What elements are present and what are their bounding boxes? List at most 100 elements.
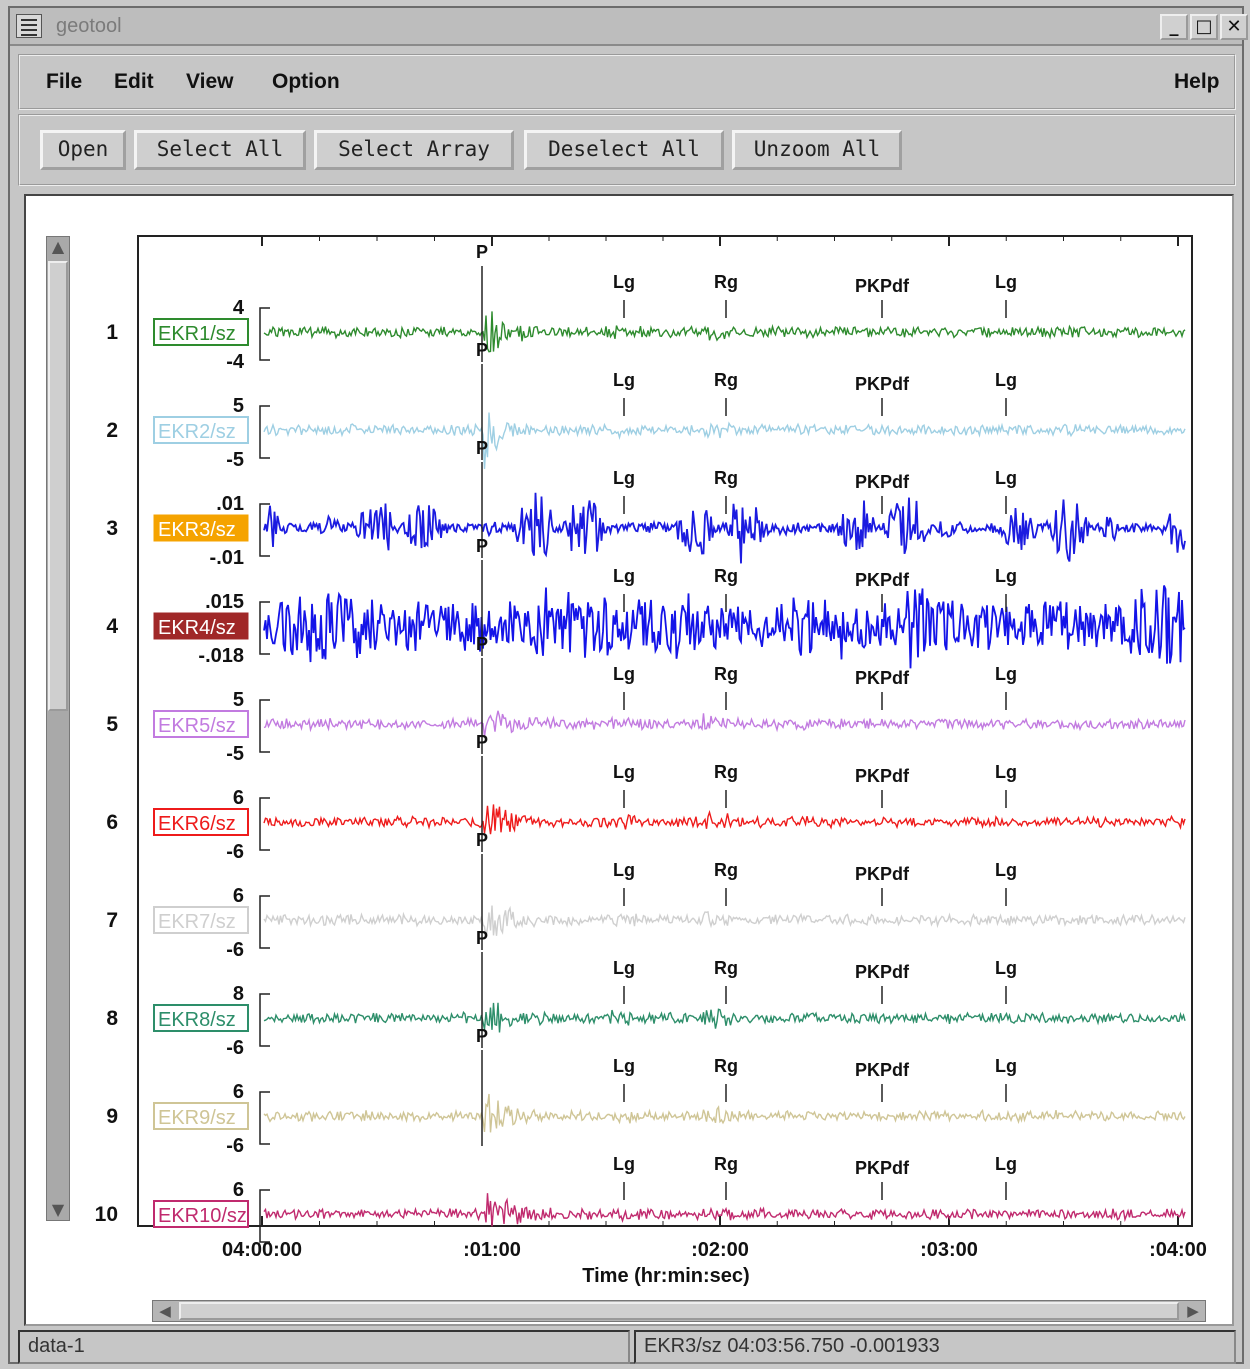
phase-label: Lg bbox=[995, 272, 1017, 292]
minimize-icon[interactable]: _ bbox=[1160, 14, 1188, 40]
trace-index: 4 bbox=[106, 615, 118, 638]
phase-label: Lg bbox=[613, 468, 635, 488]
phase-label: Rg bbox=[714, 566, 738, 586]
scale-top-label: .01 bbox=[216, 493, 244, 515]
menu-help[interactable]: Help bbox=[1174, 70, 1220, 93]
station-label: EKR4/sz bbox=[153, 612, 249, 640]
station-label: EKR5/sz bbox=[153, 710, 249, 738]
scale-bottom-label: -4 bbox=[226, 351, 245, 373]
trace-index: 3 bbox=[106, 517, 118, 540]
status-right: EKR3/sz 04:03:56.750 -0.001933 bbox=[634, 1330, 1236, 1364]
phase-label: Lg bbox=[613, 860, 635, 880]
station-label-box bbox=[153, 416, 249, 444]
unzoom-all-button[interactable]: Unzoom All bbox=[732, 130, 902, 170]
scroll-down-icon[interactable]: ▼ bbox=[51, 1200, 65, 1219]
waveform-trace bbox=[263, 1193, 1186, 1227]
scale-bracket bbox=[259, 797, 270, 851]
scroll-left-icon[interactable]: ◀ bbox=[159, 1302, 171, 1320]
station-label: EKR10/sz bbox=[153, 1200, 249, 1228]
scale-bracket bbox=[259, 307, 270, 361]
phase-label: Lg bbox=[995, 370, 1017, 390]
waveform-canvas[interactable]: ▲ ▼ 04:00:00:01:00:02:00:03:00:04:00 Time… bbox=[24, 194, 1234, 1326]
scale-bottom-label: -5 bbox=[226, 449, 244, 471]
toolbar: Open Select All Select Array Deselect Al… bbox=[18, 114, 1236, 186]
waveform-trace bbox=[263, 1093, 1186, 1133]
scale-bracket bbox=[259, 405, 270, 459]
maximize-icon[interactable]: □ bbox=[1190, 14, 1218, 40]
menu-edit[interactable]: Edit bbox=[114, 70, 154, 93]
deselect-all-button[interactable]: Deselect All bbox=[524, 130, 724, 170]
station-label-box bbox=[153, 1200, 249, 1228]
waveform-trace bbox=[263, 311, 1186, 353]
menu-option[interactable]: Option bbox=[272, 70, 340, 93]
scale-bracket bbox=[259, 993, 270, 1047]
title-bar: geotool _ □ ✕ bbox=[10, 8, 1248, 46]
station-label: EKR2/sz bbox=[153, 416, 249, 444]
scale-top-label: .015 bbox=[205, 591, 244, 613]
station-label-text: EKR4/sz bbox=[158, 617, 236, 639]
phase-label: Lg bbox=[613, 272, 635, 292]
phase-label: Lg bbox=[995, 958, 1017, 978]
phase-label: PKPdf bbox=[855, 668, 910, 688]
phase-label: P bbox=[476, 830, 488, 850]
station-label-bg bbox=[153, 612, 249, 640]
phase-label: P bbox=[476, 536, 488, 556]
station-label-text: EKR1/sz bbox=[158, 323, 236, 345]
x-tick-label: :04:00 bbox=[1149, 1239, 1207, 1261]
scale-bottom-label: -6 bbox=[226, 1037, 244, 1059]
x-tick-label: :01:00 bbox=[463, 1239, 521, 1261]
station-label-text: EKR5/sz bbox=[158, 715, 236, 737]
phase-label: P bbox=[476, 928, 488, 948]
status-left: data-1 bbox=[18, 1330, 630, 1364]
station-label: EKR6/sz bbox=[153, 808, 249, 836]
phase-label: Lg bbox=[613, 958, 635, 978]
station-label: EKR7/sz bbox=[153, 906, 249, 934]
x-tick-label: :02:00 bbox=[691, 1239, 749, 1261]
station-label-box bbox=[153, 710, 249, 738]
waveform-plot[interactable]: 04:00:00:01:00:02:00:03:00:04:00 Time (hr… bbox=[26, 196, 1232, 1292]
station-label-text: EKR9/sz bbox=[158, 1107, 236, 1129]
scale-bracket bbox=[259, 699, 270, 753]
station-label-box bbox=[153, 1004, 249, 1032]
scale-top-label: 6 bbox=[233, 787, 244, 809]
station-label-text: EKR3/sz bbox=[158, 519, 236, 541]
scale-bottom-label: -5 bbox=[226, 743, 244, 765]
trace-index: 2 bbox=[106, 419, 118, 442]
close-icon[interactable]: ✕ bbox=[1220, 14, 1248, 40]
station-label-text: EKR7/sz bbox=[158, 911, 236, 933]
vertical-scroll-thumb[interactable] bbox=[48, 261, 68, 711]
phase-label: PKPdf bbox=[855, 766, 910, 786]
open-button[interactable]: Open bbox=[40, 130, 126, 170]
station-label-text: EKR6/sz bbox=[158, 813, 236, 835]
scale-bracket bbox=[259, 601, 270, 655]
menu-view[interactable]: View bbox=[186, 70, 234, 93]
phase-label: Lg bbox=[613, 762, 635, 782]
window-menu-icon[interactable] bbox=[16, 14, 42, 38]
horizontal-scroll-thumb[interactable] bbox=[179, 1302, 1179, 1320]
station-label-text: EKR10/sz bbox=[158, 1205, 247, 1227]
scale-top-label: 8 bbox=[233, 983, 244, 1005]
phase-label: PKPdf bbox=[855, 962, 910, 982]
phase-label: P bbox=[476, 1026, 488, 1046]
scroll-right-icon[interactable]: ▶ bbox=[1187, 1302, 1199, 1320]
menu-file[interactable]: File bbox=[46, 70, 83, 93]
scale-bracket bbox=[259, 895, 270, 949]
trace-index: 1 bbox=[106, 321, 118, 344]
phase-label: Lg bbox=[995, 1056, 1017, 1076]
menu-bar: File Edit View Option Help bbox=[18, 54, 1236, 110]
phase-label: P bbox=[476, 340, 488, 360]
scale-top-label: 6 bbox=[233, 1179, 244, 1201]
scroll-up-icon[interactable]: ▲ bbox=[51, 237, 65, 256]
station-label: EKR1/sz bbox=[153, 318, 249, 346]
horizontal-scrollbar[interactable]: ◀ ▶ bbox=[152, 1300, 1206, 1322]
station-label-text: EKR8/sz bbox=[158, 1009, 236, 1031]
select-array-button[interactable]: Select Array bbox=[314, 130, 514, 170]
scale-bracket bbox=[259, 1189, 270, 1243]
plot-frame bbox=[137, 235, 1193, 1227]
phase-label: Lg bbox=[995, 860, 1017, 880]
phase-label: P bbox=[476, 242, 488, 262]
station-label-box bbox=[153, 1102, 249, 1130]
select-all-button[interactable]: Select All bbox=[134, 130, 306, 170]
vertical-scrollbar[interactable]: ▲ ▼ bbox=[46, 236, 70, 1221]
scale-top-label: 4 bbox=[233, 297, 245, 319]
